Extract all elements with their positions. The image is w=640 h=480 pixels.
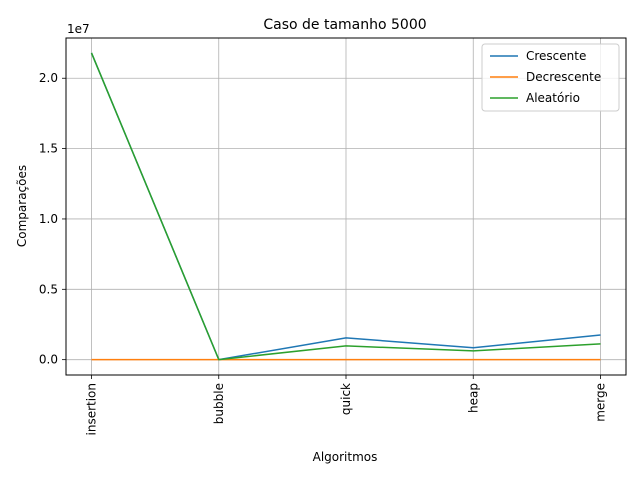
y-axis-label: Comparações xyxy=(15,165,29,247)
y-offset-label: 1e7 xyxy=(67,22,90,36)
y-tick-label: 0.0 xyxy=(39,353,58,367)
y-tick-label: 0.5 xyxy=(39,282,58,296)
legend: Crescente Decrescente Aleatório xyxy=(481,43,620,112)
axis-ticks: insertion bubble quick heap merge 0.0 0.5 1.0 1.… xyxy=(39,71,608,435)
x-tick-label: bubble xyxy=(212,383,226,424)
legend-label-1: Crescente xyxy=(526,49,586,63)
plot-frame xyxy=(65,37,627,376)
series-lines xyxy=(90,52,601,361)
legend-label-2: Decrescente xyxy=(526,70,601,84)
x-tick-label: insertion xyxy=(85,383,99,436)
x-tick-label: heap xyxy=(466,383,480,413)
y-tick-label: 2.0 xyxy=(39,71,58,85)
legend-label-3: Aleatório xyxy=(526,91,580,105)
series-line-3 xyxy=(90,52,601,361)
x-tick-label: quick xyxy=(339,383,353,415)
x-axis-label: Algoritmos xyxy=(313,450,378,464)
chart-title: Caso de tamanho 5000 xyxy=(263,17,426,33)
x-tick-label: merge xyxy=(594,383,608,422)
y-tick-label: 1.5 xyxy=(39,142,58,156)
y-tick-label: 1.0 xyxy=(39,212,58,226)
legend-box xyxy=(481,43,620,112)
